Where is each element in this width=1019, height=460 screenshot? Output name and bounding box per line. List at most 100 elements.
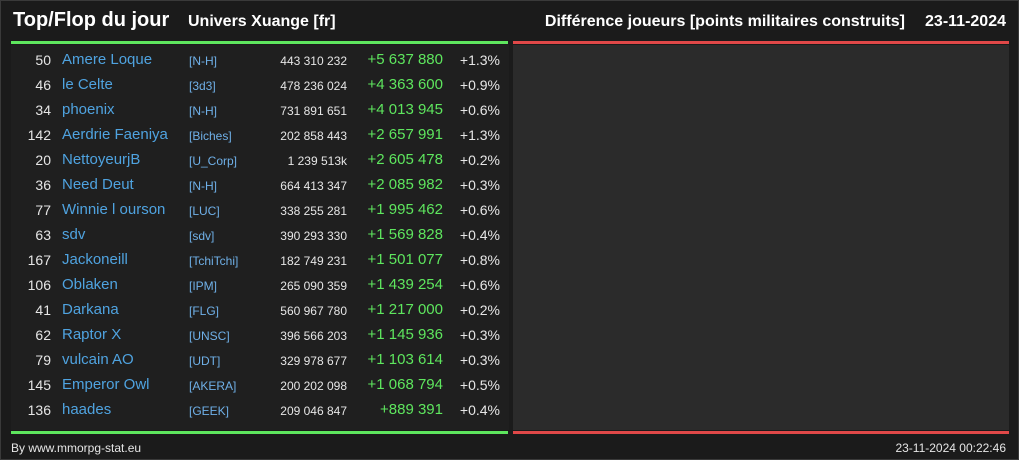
player-points: 182 749 231 bbox=[280, 254, 347, 268]
table-row: 20 NettoyeurjB [U_Corp] 1 239 513k +2 605 47… bbox=[11, 148, 509, 173]
table-row: 79 vulcain AO [UDT] 329 978 677 +1 103 614 +0… bbox=[11, 348, 509, 373]
alliance-tag-link[interactable]: [LUC] bbox=[189, 204, 220, 218]
flop-players-list bbox=[513, 45, 1009, 430]
player-points: 390 293 330 bbox=[280, 229, 347, 243]
player-rank: 106 bbox=[27, 277, 51, 293]
metric-label: Différence joueurs [points militaires co… bbox=[544, 13, 905, 30]
player-points: 731 891 651 bbox=[280, 104, 347, 118]
alliance-tag-link[interactable]: [Biches] bbox=[189, 129, 232, 143]
player-rank: 41 bbox=[35, 302, 51, 318]
points-difference: +1 217 000 bbox=[367, 301, 444, 318]
player-name-link[interactable]: Oblaken bbox=[62, 276, 118, 293]
player-name-link[interactable]: le Celte bbox=[62, 76, 113, 93]
header-date: 23-11-2024 bbox=[925, 13, 1006, 30]
player-points: 478 236 024 bbox=[280, 79, 347, 93]
alliance-tag-link[interactable]: [GEEK] bbox=[189, 404, 230, 418]
top-divider-red bbox=[513, 41, 1009, 44]
percent-change: +0.9% bbox=[459, 77, 500, 93]
percent-change: +0.3% bbox=[459, 177, 500, 193]
player-points: 664 413 347 bbox=[280, 179, 347, 193]
player-name-link[interactable]: Darkana bbox=[62, 301, 119, 318]
points-difference: +1 569 828 bbox=[367, 226, 444, 243]
table-row: 145 Emperor Owl [AKERA] 200 202 098 +1 068 7… bbox=[11, 373, 509, 398]
percent-change: +0.8% bbox=[459, 252, 500, 268]
percent-change: +0.5% bbox=[459, 377, 500, 393]
alliance-tag-link[interactable]: [U_Corp] bbox=[189, 154, 238, 168]
player-name-link[interactable]: phoenix bbox=[62, 101, 115, 118]
footer-timestamp: 23-11-2024 00:22:46 bbox=[895, 441, 1006, 455]
percent-change: +0.6% bbox=[459, 202, 500, 218]
alliance-tag-link[interactable]: [UNSC] bbox=[189, 329, 230, 343]
player-rank: 142 bbox=[27, 127, 51, 143]
percent-change: +0.6% bbox=[459, 102, 500, 118]
player-points: 338 255 281 bbox=[280, 204, 347, 218]
player-rank: 79 bbox=[35, 352, 51, 368]
player-rank: 167 bbox=[27, 252, 51, 268]
alliance-tag-link[interactable]: [UDT] bbox=[189, 354, 221, 368]
alliance-tag-link[interactable]: [N-H] bbox=[189, 179, 217, 193]
percent-change: +0.3% bbox=[459, 327, 500, 343]
table-row: 63 sdv [sdv] 390 293 330 +1 569 828 +0.4% bbox=[11, 223, 509, 248]
points-difference: +4 013 945 bbox=[367, 101, 444, 118]
alliance-tag-link[interactable]: [AKERA] bbox=[189, 379, 237, 393]
alliance-tag-link[interactable]: [TchiTchi] bbox=[189, 254, 239, 268]
player-name-link[interactable]: Aerdrie Faeniya bbox=[62, 126, 168, 143]
player-name-link[interactable]: Need Deut bbox=[62, 176, 134, 193]
player-points: 329 978 677 bbox=[280, 354, 347, 368]
points-difference: +1 145 936 bbox=[367, 326, 444, 343]
player-rank: 46 bbox=[35, 77, 51, 93]
alliance-tag-link[interactable]: [FLG] bbox=[189, 304, 220, 318]
percent-change: +0.2% bbox=[459, 152, 500, 168]
player-name-link[interactable]: Jackoneill bbox=[62, 251, 128, 268]
table-row: 167 Jackoneill [TchiTchi] 182 749 231 +1 501… bbox=[11, 248, 509, 273]
player-rank: 50 bbox=[35, 52, 51, 68]
universe-label: Univers Xuange [fr] bbox=[188, 13, 336, 30]
player-rank: 145 bbox=[27, 377, 51, 393]
table-row: 106 Oblaken [IPM] 265 090 359 +1 439 254 +0.6… bbox=[11, 273, 509, 298]
top-divider-green bbox=[11, 41, 508, 44]
player-points: 443 310 232 bbox=[280, 54, 347, 68]
table-row: 41 Darkana [FLG] 560 967 780 +1 217 000 +0.2% bbox=[11, 298, 509, 323]
player-points: 560 967 780 bbox=[280, 304, 347, 318]
player-rank: 62 bbox=[35, 327, 51, 343]
player-name-link[interactable]: sdv bbox=[62, 226, 86, 243]
player-name-link[interactable]: Emperor Owl bbox=[62, 376, 150, 393]
player-rank: 77 bbox=[35, 202, 51, 218]
table-row: 46 le Celte [3d3] 478 236 024 +4 363 600 +0.9… bbox=[11, 73, 509, 98]
table-row: 36 Need Deut [N-H] 664 413 347 +2 085 982 +0.… bbox=[11, 173, 509, 198]
player-points: 265 090 359 bbox=[280, 279, 347, 293]
player-rank: 34 bbox=[35, 102, 51, 118]
table-row: 34 phoenix [N-H] 731 891 651 +4 013 945 +0.6% bbox=[11, 98, 509, 123]
player-rank: 20 bbox=[35, 152, 51, 168]
points-difference: +1 068 794 bbox=[367, 376, 444, 393]
alliance-tag-link[interactable]: [IPM] bbox=[189, 279, 218, 293]
table-row: 136 haades [GEEK] 209 046 847 +889 391 +0.4% bbox=[11, 398, 509, 423]
player-name-link[interactable]: Amere Loque bbox=[62, 51, 153, 68]
points-difference: +2 605 478 bbox=[367, 151, 444, 168]
player-rank: 136 bbox=[27, 402, 51, 418]
player-name-link[interactable]: haades bbox=[62, 401, 112, 418]
points-difference: +5 637 880 bbox=[367, 51, 444, 68]
alliance-tag-link[interactable]: [N-H] bbox=[189, 104, 217, 118]
player-name-link[interactable]: Raptor X bbox=[62, 326, 122, 343]
percent-change: +0.4% bbox=[459, 402, 500, 418]
points-difference: +2 657 991 bbox=[367, 126, 444, 143]
percent-change: +0.6% bbox=[459, 277, 500, 293]
percent-change: +1.3% bbox=[459, 127, 500, 143]
player-points: 202 858 443 bbox=[280, 129, 347, 143]
points-difference: +2 085 982 bbox=[367, 176, 444, 193]
player-name-link[interactable]: Winnie l ourson bbox=[62, 201, 166, 218]
player-rank: 36 bbox=[35, 177, 51, 193]
table-row: 50 Amere Loque [N-H] 443 310 232 +5 637 880 +… bbox=[11, 48, 509, 73]
player-points: 209 046 847 bbox=[280, 404, 347, 418]
alliance-tag-link[interactable]: [sdv] bbox=[189, 229, 215, 243]
alliance-tag-link[interactable]: [3d3] bbox=[189, 79, 216, 93]
alliance-tag-link[interactable]: [N-H] bbox=[189, 54, 217, 68]
site-credit[interactable]: By www.mmorpg-stat.eu bbox=[11, 441, 142, 455]
table-row: 62 Raptor X [UNSC] 396 566 203 +1 145 936 +0.… bbox=[11, 323, 509, 348]
player-name-link[interactable]: NettoyeurjB bbox=[62, 151, 141, 168]
percent-change: +1.3% bbox=[459, 52, 500, 68]
player-name-link[interactable]: vulcain AO bbox=[62, 351, 134, 368]
player-points: 396 566 203 bbox=[280, 329, 347, 343]
